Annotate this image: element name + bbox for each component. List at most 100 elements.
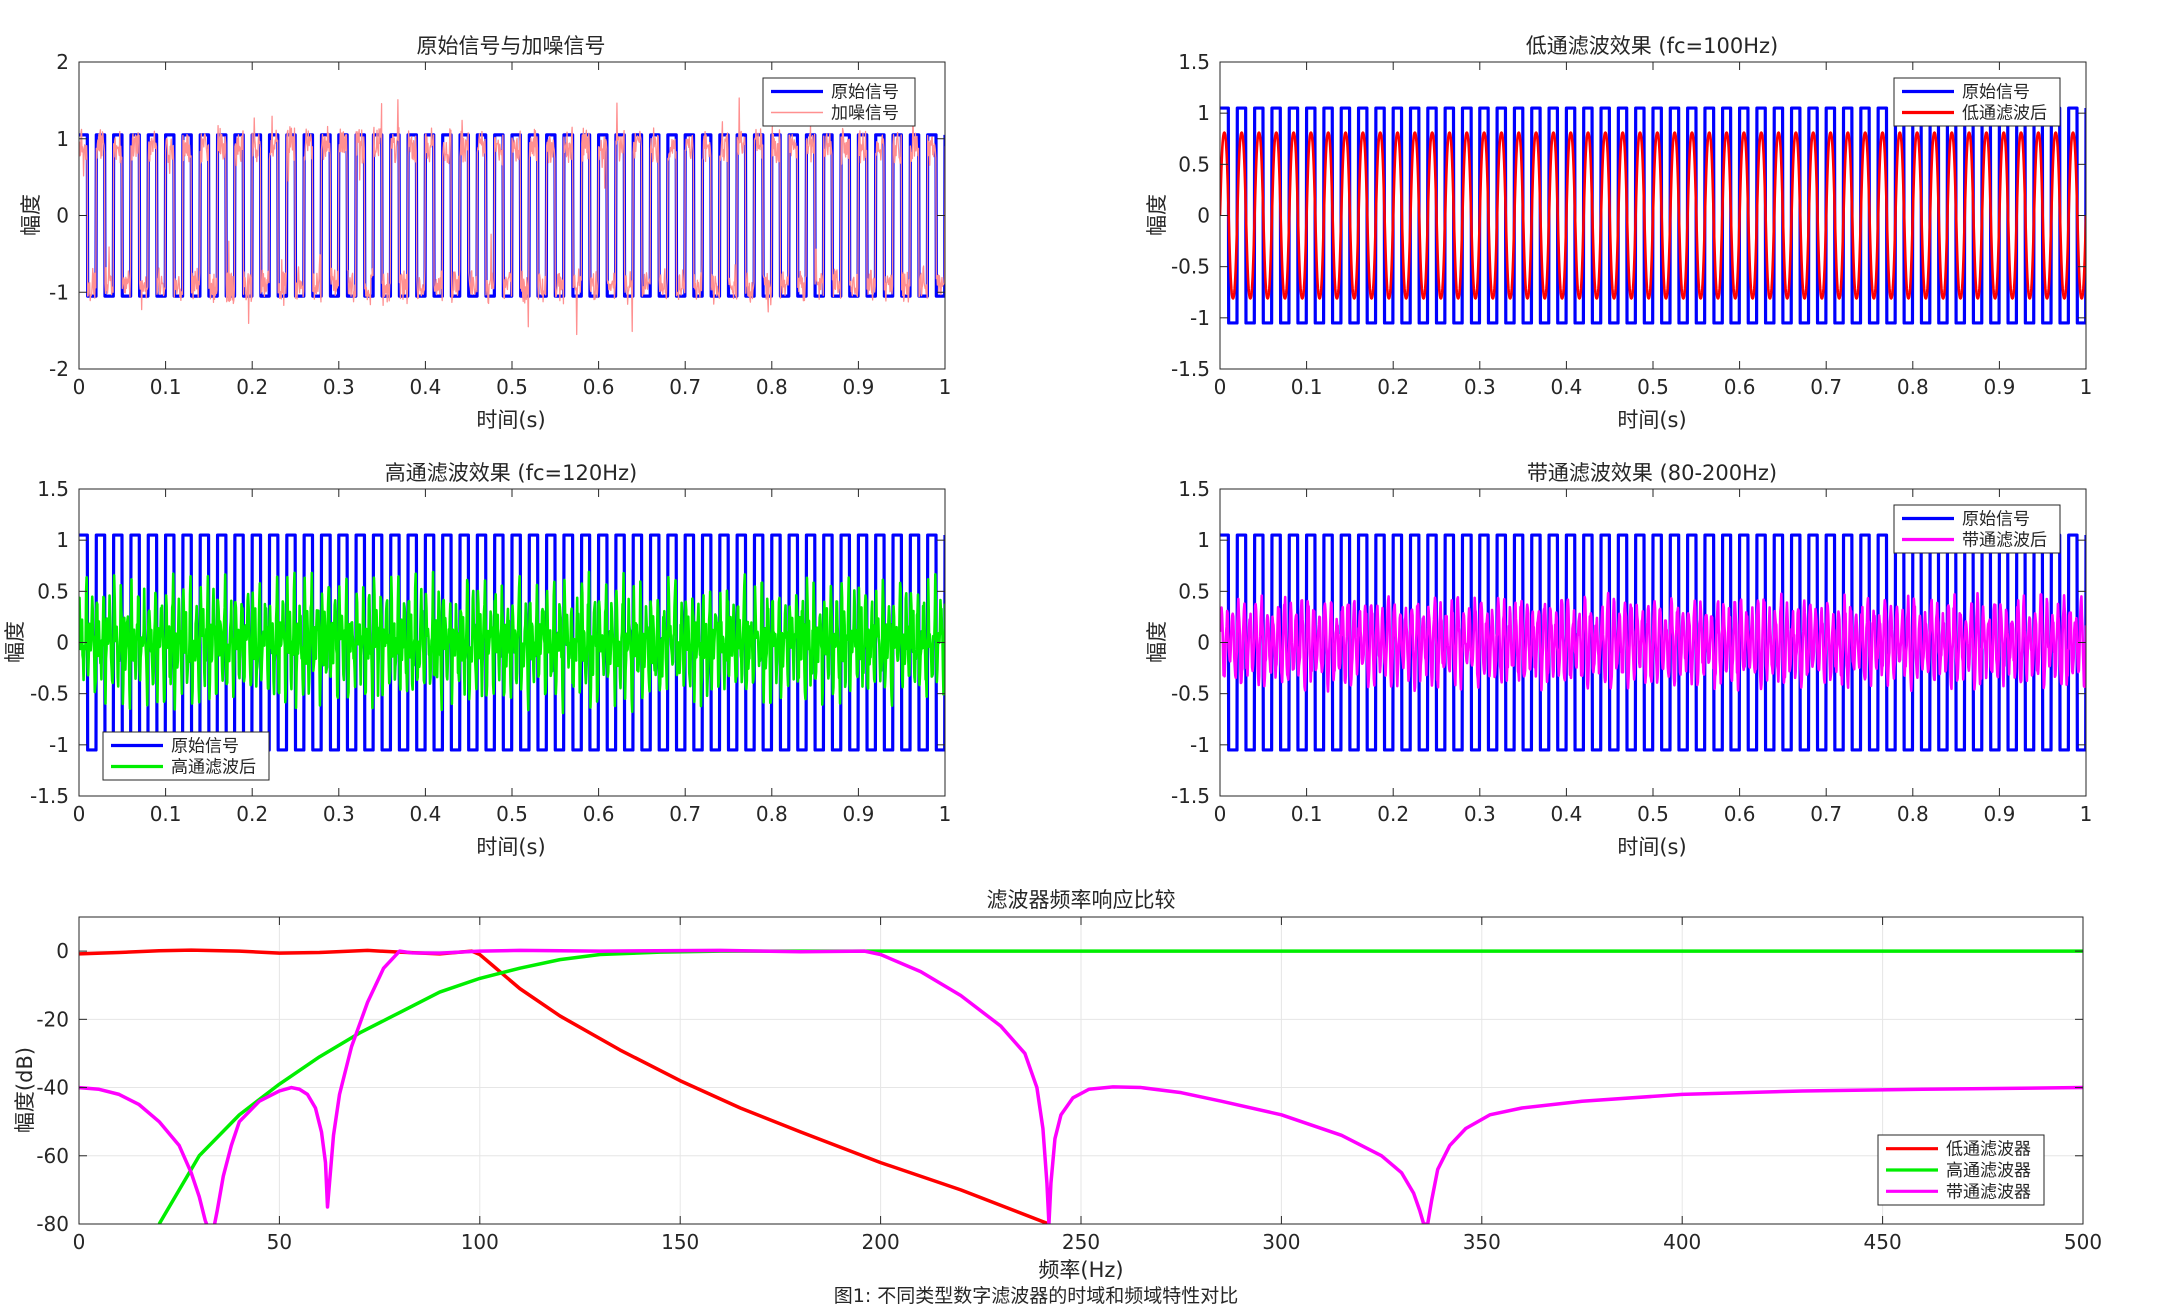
x-tick-label: 200	[862, 1230, 900, 1254]
y-tick-label: -20	[36, 1007, 69, 1031]
legend-entry-label: 低通滤波器	[1946, 1140, 2031, 1160]
plot-title: 原始信号与加噪信号	[417, 34, 606, 58]
y-tick-label: 0	[1197, 204, 1210, 228]
x-tick-label: 0.5	[1637, 802, 1669, 826]
y-tick-label: -1	[49, 733, 69, 757]
x-tick-label: 350	[1463, 1230, 1501, 1254]
x-tick-label: 0.8	[756, 802, 788, 826]
x-tick-label: 0.1	[150, 802, 182, 826]
x-tick-label: 0.9	[1983, 802, 2015, 826]
x-tick-label: 50	[267, 1230, 292, 1254]
legend-entry-label: 带通滤波器	[1946, 1182, 2031, 1202]
y-tick-label: 2	[56, 50, 69, 74]
y-axis-label: 幅度	[1145, 194, 1169, 236]
x-tick-label: 0.7	[669, 375, 701, 399]
x-axis-label: 时间(s)	[476, 408, 545, 432]
x-tick-label: 0.5	[496, 375, 528, 399]
y-tick-label: -60	[36, 1144, 69, 1168]
x-tick-label: 0.8	[756, 375, 788, 399]
x-tick-label: 0.5	[496, 802, 528, 826]
x-tick-label: 0.4	[409, 802, 441, 826]
y-tick-label: 0	[56, 204, 69, 228]
y-tick-label: -0.5	[30, 682, 69, 706]
x-tick-label: 0.9	[842, 802, 874, 826]
x-tick-label: 0.6	[583, 375, 615, 399]
y-tick-label: 1	[1197, 101, 1210, 125]
y-axis-label: 幅度	[3, 621, 27, 663]
x-tick-label: 0.2	[1377, 375, 1409, 399]
x-tick-label: 0.5	[1637, 375, 1669, 399]
x-tick-label: 100	[461, 1230, 499, 1254]
x-tick-label: 0.1	[150, 375, 182, 399]
legend-entry-label: 原始信号	[1962, 83, 2030, 103]
legend-box	[1893, 504, 2061, 554]
legend-entry-label: 带通滤波后	[1962, 531, 2047, 551]
x-tick-label: 0.6	[1724, 802, 1756, 826]
x-tick-label: 0	[1214, 802, 1227, 826]
series-line-2	[79, 97, 945, 336]
y-tick-label: 1	[56, 127, 69, 151]
subplot-highpass-effect: 高通滤波效果 (fc=120Hz) 时间(s) 幅度 0 0.1 0.2 0.3 0.4…	[3, 461, 951, 859]
y-tick-label: -1	[1190, 733, 1210, 757]
x-tick-label: 0	[73, 1230, 86, 1254]
x-axis-label: 频率(Hz)	[1038, 1258, 1123, 1282]
series-line-2	[1220, 591, 2086, 693]
legend-entry-label: 高通滤波后	[171, 758, 256, 778]
x-tick-label: 0.9	[842, 375, 874, 399]
series-line-1	[1220, 106, 2086, 325]
x-tick-label: 0.3	[1464, 802, 1496, 826]
subplot-frequency-response: 滤波器频率响应比较 频率(Hz) 幅度(dB) 0 50 100 150 200 250 3…	[13, 888, 2102, 1282]
x-tick-label: 0.6	[583, 802, 615, 826]
x-tick-label: 0.4	[1550, 802, 1582, 826]
x-tick-label: 0.2	[236, 375, 268, 399]
legend-box	[102, 731, 270, 781]
y-tick-label: -80	[36, 1212, 69, 1236]
series-line-1	[79, 533, 945, 752]
y-tick-label: 0	[1197, 631, 1210, 655]
y-tick-label: 1.5	[1178, 477, 1210, 501]
y-tick-label: 1.5	[37, 477, 69, 501]
x-tick-label: 0.3	[323, 802, 355, 826]
y-axis-label: 幅度(dB)	[13, 1047, 37, 1133]
x-tick-label: 1	[2080, 375, 2093, 399]
y-tick-label: -0.5	[1171, 682, 1210, 706]
y-tick-label: -1.5	[30, 784, 69, 808]
x-tick-label: 0.1	[1291, 802, 1323, 826]
x-axis-label: 时间(s)	[476, 835, 545, 859]
y-tick-label: 1.5	[1178, 50, 1210, 74]
y-tick-label: -1.5	[1171, 784, 1210, 808]
y-tick-label: 0.5	[1178, 579, 1210, 603]
x-tick-label: 0.7	[669, 802, 701, 826]
y-tick-label: -0.5	[1171, 255, 1210, 279]
y-tick-label: -1	[49, 280, 69, 304]
plot-title: 滤波器频率响应比较	[987, 888, 1176, 912]
x-tick-label: 0.3	[323, 375, 355, 399]
x-tick-label: 400	[1663, 1230, 1701, 1254]
legend-box	[1893, 77, 2061, 127]
x-tick-label: 1	[939, 802, 952, 826]
y-axis-label: 幅度	[19, 194, 43, 236]
x-tick-label: 0.1	[1291, 375, 1323, 399]
x-tick-label: 0.8	[1897, 375, 1929, 399]
y-tick-label: -40	[36, 1076, 69, 1100]
subplot-original-vs-noisy: 原始信号与加噪信号 时间(s) 幅度 0 0.1 0.2 0.3 0.4 0.5 0.6 0.…	[19, 34, 951, 432]
x-tick-label: 150	[661, 1230, 699, 1254]
x-tick-label: 0	[1214, 375, 1227, 399]
x-tick-label: 0.4	[409, 375, 441, 399]
x-tick-label: 0.4	[1550, 375, 1582, 399]
y-tick-label: -2	[49, 357, 69, 381]
y-tick-label: 1	[56, 528, 69, 552]
subplot-bandpass-effect: 带通滤波效果 (80-200Hz) 时间(s) 幅度 0 0.1 0.2 0.3 0.4…	[1145, 461, 2092, 859]
legend-entry-label: 原始信号	[171, 737, 239, 757]
x-tick-label: 0.8	[1897, 802, 1929, 826]
y-tick-label: -1.5	[1171, 357, 1210, 381]
plot-title: 带通滤波效果 (80-200Hz)	[1527, 461, 1777, 485]
legend-entry-label: 低通滤波后	[1962, 104, 2047, 124]
x-axis-label: 时间(s)	[1617, 835, 1686, 859]
x-tick-label: 1	[2080, 802, 2093, 826]
x-tick-label: 0.7	[1810, 802, 1842, 826]
x-tick-label: 0.3	[1464, 375, 1496, 399]
y-tick-label: 0	[56, 631, 69, 655]
x-tick-label: 500	[2064, 1230, 2102, 1254]
